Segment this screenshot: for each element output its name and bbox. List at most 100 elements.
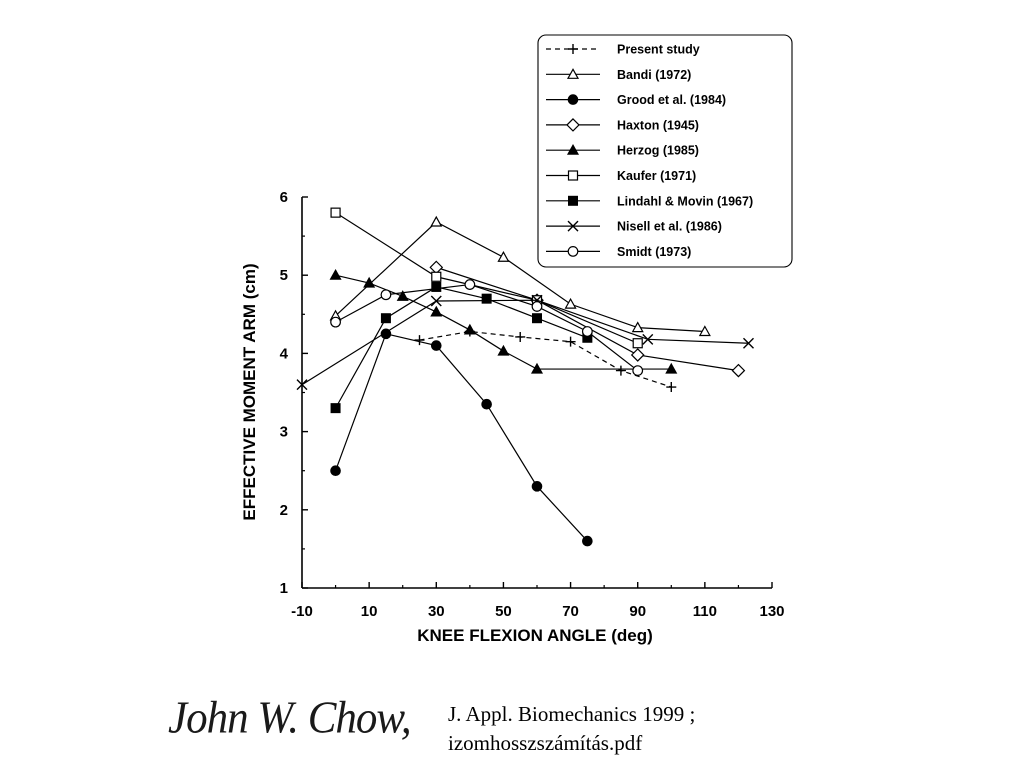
x-tick-label: 90	[629, 603, 646, 620]
triangle-filled-marker	[329, 268, 342, 280]
circle-open-marker	[531, 301, 543, 312]
square-filled-marker	[568, 195, 578, 206]
square-filled-marker	[330, 403, 341, 414]
legend: Present study Bandi (1972) Grood et al. (1…	[537, 34, 793, 268]
citation-filename: izomhosszszámítás.pdf	[448, 731, 643, 755]
y-axis-title: EFFECTIVE MOMENT ARM (cm)	[240, 263, 259, 520]
triangle-filled-marker	[396, 290, 409, 301]
triangle-filled-marker	[530, 362, 544, 374]
x-tick-label: 50	[495, 603, 512, 620]
triangle-filled-marker	[463, 323, 476, 335]
series-line	[436, 266, 739, 372]
circle-open-marker	[380, 289, 392, 301]
y-tick-label: 3	[280, 424, 288, 441]
plus-marker	[565, 336, 576, 347]
triangle-filled-marker	[665, 362, 678, 374]
x-tick-label: -10	[291, 603, 313, 620]
series-line	[335, 283, 639, 372]
plus-marker	[414, 335, 425, 346]
citation: J. Appl. Biomechanics 1999 ; izomhosszsz…	[448, 700, 695, 758]
series-haxton-1945	[429, 260, 746, 378]
x-tick-label: 30	[428, 603, 445, 620]
y-tick-label: 2	[280, 502, 288, 519]
square-filled-marker	[431, 281, 442, 292]
triangle-open-marker	[698, 325, 711, 337]
square-open-marker	[330, 207, 341, 218]
moment-arm-chart: -10 10 30 50 70 90 110 130 1 2 3 4 5 6 Present study B…	[240, 34, 793, 645]
square-filled-marker	[481, 293, 492, 304]
plus-marker	[568, 44, 578, 54]
series-lindahl-movin-1967	[330, 281, 593, 414]
circle-filled-marker	[430, 340, 442, 351]
x-tick-label: 10	[361, 603, 378, 620]
legend-label: Present study	[617, 43, 700, 57]
series-line	[335, 221, 705, 333]
triangle-filled-marker	[430, 305, 443, 317]
y-tick-label: 4	[280, 345, 289, 362]
y-tick-label: 5	[280, 267, 288, 284]
series-line	[335, 274, 672, 370]
author-signature: John W. Chow,	[168, 693, 412, 744]
circle-filled-marker	[582, 535, 593, 547]
legend-label: Grood et al. (1984)	[617, 93, 726, 107]
circle-open-marker	[632, 365, 644, 377]
x-tick-label: 110	[693, 603, 717, 620]
x-marker	[642, 333, 654, 345]
square-open-marker	[431, 271, 442, 282]
series-layer	[296, 207, 754, 547]
diamond-open-marker	[731, 363, 746, 378]
plus-marker	[515, 331, 526, 342]
square-filled-marker	[532, 313, 542, 324]
triangle-open-marker	[497, 250, 510, 262]
x-marker	[296, 379, 308, 391]
axes: -10 10 30 50 70 90 110 130 1 2 3 4 5 6	[280, 189, 785, 620]
diamond-open-marker	[630, 348, 645, 362]
legend-label: Nisell et al. (1986)	[617, 220, 722, 234]
legend-label: Herzog (1985)	[617, 144, 699, 158]
series-line	[301, 299, 749, 386]
circle-open-marker	[464, 279, 476, 290]
x-marker	[567, 220, 579, 232]
circle-open-marker	[330, 316, 341, 328]
plus-marker	[615, 365, 626, 376]
x-tick-label: 70	[562, 603, 579, 620]
series-herzog-1985	[329, 268, 678, 374]
triangle-open-marker	[631, 321, 644, 333]
series-grood-et-al-1984	[330, 328, 593, 547]
legend-label: Smidt (1973)	[617, 245, 691, 259]
x-marker	[430, 295, 442, 307]
circle-filled-marker	[330, 465, 341, 477]
series-bandi-1972	[329, 215, 711, 337]
circle-open-marker	[567, 245, 579, 257]
plus-marker	[666, 382, 677, 393]
diamond-open-marker	[429, 260, 444, 275]
square-open-marker	[567, 170, 579, 181]
circle-filled-marker	[481, 398, 492, 410]
y-tick-label: 6	[280, 189, 288, 206]
legend-label: Bandi (1972)	[617, 68, 691, 82]
x-marker	[743, 337, 754, 349]
triangle-open-marker	[566, 68, 580, 79]
triangle-filled-marker	[497, 344, 510, 356]
citation-journal: J. Appl. Biomechanics 1999 ;	[448, 702, 696, 726]
legend-box	[537, 34, 793, 268]
diamond-open-marker	[566, 118, 580, 132]
square-filled-marker	[380, 313, 391, 324]
series-line	[419, 330, 672, 388]
series-line	[335, 286, 588, 409]
triangle-filled-marker	[566, 143, 580, 155]
legend-label: Lindahl & Movin (1967)	[617, 194, 753, 208]
circle-open-marker	[581, 326, 593, 337]
series-line	[335, 212, 638, 344]
triangle-open-marker	[430, 215, 443, 227]
series-line	[335, 333, 588, 542]
x-axis-title: KNEE FLEXION ANGLE (deg)	[417, 626, 653, 645]
x-tick-label: 130	[759, 603, 784, 620]
legend-label: Kaufer (1971)	[617, 169, 696, 183]
circle-filled-marker	[567, 94, 579, 105]
series-nisell-et-al-1986	[296, 294, 754, 391]
square-open-marker	[632, 338, 643, 349]
triangle-open-marker	[564, 297, 577, 309]
triangle-filled-marker	[363, 276, 376, 288]
y-tick-label: 1	[280, 580, 288, 597]
